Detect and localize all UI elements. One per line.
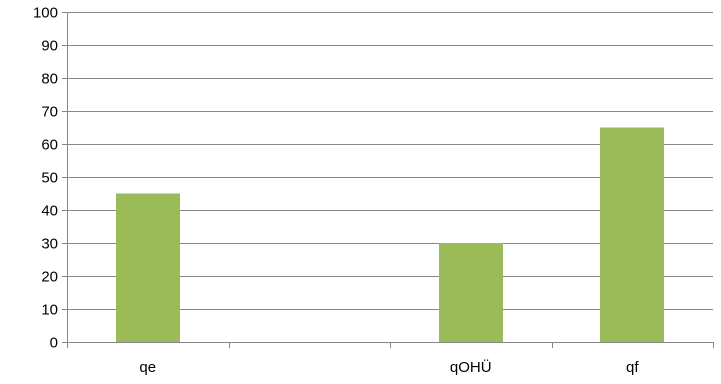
y-tick-label: 90: [41, 38, 58, 55]
y-tick-label: 20: [41, 269, 58, 286]
y-tick-label: 50: [41, 170, 58, 187]
y-tick-label: 40: [41, 203, 58, 220]
y-tick-label: 10: [41, 302, 58, 319]
bar-qOHÜ: [439, 243, 503, 342]
x-axis-category-labels: qe qOHÜ qf: [139, 358, 639, 376]
x-category-label: qf: [626, 359, 639, 376]
y-tick-label: 30: [41, 236, 58, 253]
axes: [62, 12, 714, 348]
y-tick-label: 70: [41, 104, 58, 121]
bar-qf: [600, 127, 664, 342]
y-tick-label: 60: [41, 137, 58, 154]
bars: [116, 127, 664, 342]
bar-qe: [116, 193, 180, 342]
y-axis-tick-labels: 0 10 20 30 40 50 60 70 80 90 100: [33, 5, 58, 352]
y-tick-label: 80: [41, 71, 58, 88]
y-tick-label: 100: [33, 5, 58, 22]
y-tick-label: 0: [50, 335, 58, 352]
x-category-label: qe: [139, 359, 156, 376]
x-category-label: qOHÜ: [450, 358, 492, 376]
